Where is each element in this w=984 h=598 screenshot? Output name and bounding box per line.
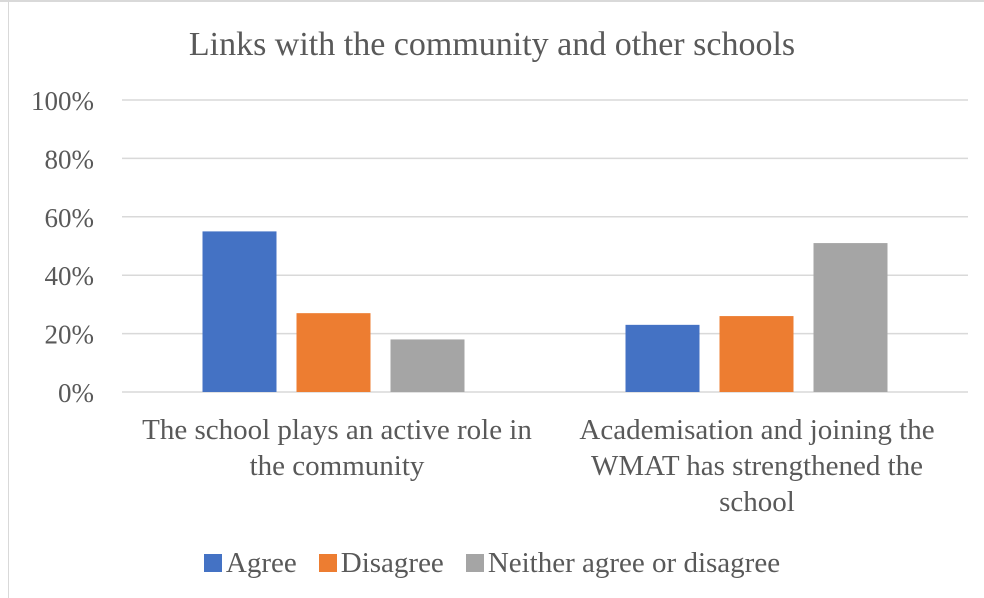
bar-neither-agree-or-disagree-2 (813, 243, 888, 392)
category-label-1: The school plays an active role in the c… (122, 412, 552, 484)
category-label-2-line-1: Academisation and joining the (579, 414, 935, 446)
top-border (0, 0, 984, 2)
legend-label-neither: Neither agree or disagree (487, 546, 781, 579)
y-tick-label: 100% (31, 86, 94, 116)
category-label-2: Academisation and joining the WMAT has s… (542, 412, 972, 520)
legend-label-disagree: Disagree (340, 546, 444, 579)
legend-label-agree: Agree (225, 546, 297, 579)
y-tick-label: 20% (45, 320, 95, 350)
category-label-1-line-1: The school plays an active role in (142, 414, 532, 446)
left-border (8, 0, 9, 598)
category-label-1-line-2: the community (249, 450, 425, 482)
legend: Agree Disagree Neither agree or disagree (0, 543, 984, 583)
legend-item-neither: Neither agree or disagree (465, 546, 781, 580)
category-label-2-line-2: WMAT has strengthened the (590, 450, 924, 482)
bar-agree-1 (202, 231, 277, 392)
legend-swatch-neither (465, 554, 484, 572)
bar-disagree-1 (296, 313, 371, 392)
legend-item-disagree: Disagree (318, 546, 444, 580)
legend-swatch-agree (203, 554, 222, 572)
y-tick-label: 60% (45, 203, 95, 233)
legend-swatch-disagree (318, 554, 337, 572)
bar-agree-2 (625, 324, 700, 392)
bar-neither-agree-or-disagree-1 (390, 339, 465, 392)
y-tick-label: 0% (58, 378, 94, 408)
chart-title: Links with the community and other schoo… (188, 26, 796, 63)
category-label-2-line-3: school (719, 486, 795, 518)
y-tick-label: 80% (45, 144, 95, 174)
bar-disagree-2 (719, 316, 794, 392)
legend-item-agree: Agree (203, 546, 297, 580)
y-tick-label: 40% (45, 261, 95, 291)
